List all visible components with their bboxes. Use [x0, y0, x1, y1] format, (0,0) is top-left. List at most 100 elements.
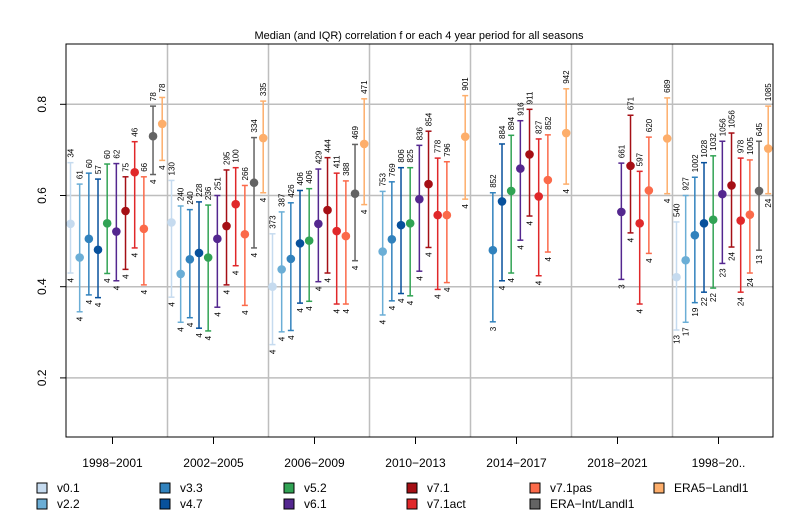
errorbar-era5landl1: 335 4 — [258, 82, 268, 202]
lower-label: 4 — [140, 289, 149, 294]
median-point — [286, 254, 296, 264]
lower-label: 4 — [379, 319, 388, 324]
errorbar-v61: 62 4 — [112, 149, 121, 290]
median-point — [249, 178, 259, 188]
upper-label: 62 — [112, 149, 121, 158]
lower-label: 4 — [507, 277, 516, 282]
lower-label: 4 — [333, 308, 342, 313]
lower-label: 22 — [709, 293, 718, 302]
median-point — [93, 245, 103, 255]
lower-label: 4 — [544, 256, 553, 261]
errorbar-v71act: 827 4 — [534, 120, 544, 285]
legend-item: v4.7 — [159, 497, 203, 511]
legend-swatch — [283, 498, 295, 510]
lower-label: 4 — [131, 252, 140, 257]
errorbar-v71act: 411 4 — [332, 155, 342, 313]
x-tick-label: 2002−2005 — [183, 456, 244, 470]
median-point — [258, 133, 268, 143]
lower-label: 23 — [718, 268, 727, 277]
lower-label: 4 — [112, 285, 121, 290]
errorbar-eraintlandl1: 645 13 — [754, 122, 764, 264]
chart-title: Median (and IQR) correlation f or each 4… — [255, 30, 584, 42]
lower-label: 4 — [149, 179, 158, 184]
lower-label: 4 — [434, 294, 443, 299]
errorbar-v71: 295 4 — [222, 151, 232, 294]
lower-label: 4 — [425, 252, 434, 257]
median-point — [561, 128, 571, 138]
x-tick-label: 2010−2013 — [385, 456, 446, 470]
legend-label: v6.1 — [304, 497, 327, 511]
lower-label: 4 — [269, 349, 278, 354]
median-point — [442, 210, 452, 220]
upper-label: 406 — [296, 172, 305, 186]
errorbar-v52: 60 4 — [102, 150, 112, 283]
upper-label: 387 — [278, 193, 287, 207]
y-tick-label: 0.2 — [35, 369, 49, 386]
lower-label: 4 — [351, 265, 360, 270]
legend-swatch — [529, 498, 541, 510]
lower-label: 4 — [287, 335, 296, 340]
lower-label: 4 — [461, 204, 470, 209]
errorbar-v52: 825 4 — [405, 149, 415, 305]
errorbar-v71pas: 620 4 — [644, 118, 654, 263]
upper-label: 426 — [287, 184, 296, 198]
upper-label: 295 — [223, 151, 232, 165]
lower-label: 4 — [195, 333, 204, 338]
median-point — [332, 226, 341, 236]
lower-label: 4 — [526, 220, 535, 225]
errorbar-v71: 911 4 — [525, 91, 535, 225]
lower-label: 24 — [737, 297, 746, 306]
lower-label: 4 — [314, 286, 323, 291]
legend-item: v7.1act — [406, 497, 466, 511]
upper-label: 57 — [94, 165, 103, 174]
lower-label: 4 — [360, 209, 369, 214]
median-point — [194, 248, 204, 258]
lower-label: 4 — [94, 302, 103, 307]
errorbar-v71act: 46 4 — [130, 127, 140, 257]
median-point — [359, 139, 369, 149]
median-point — [497, 197, 507, 206]
lower-label: 4 — [103, 278, 112, 283]
errorbar-v33: 60 4 — [84, 159, 94, 304]
median-point — [727, 181, 736, 190]
median-point — [662, 134, 672, 143]
upper-label: 100 — [232, 149, 241, 163]
lower-label: 4 — [168, 302, 177, 307]
lower-label: 4 — [645, 258, 654, 263]
errorbar-v33: 426 4 — [286, 184, 296, 340]
upper-label: 1005 — [746, 137, 755, 155]
median-point — [314, 219, 323, 229]
legend-swatch — [406, 498, 418, 510]
upper-label: 769 — [388, 163, 397, 177]
upper-label: 1056 — [718, 118, 727, 136]
median-point — [213, 234, 222, 244]
errorbar-v52: 406 4 — [304, 170, 314, 311]
median-point — [736, 216, 745, 225]
errorbar-era5landl1: 78 4 — [157, 83, 167, 170]
lower-label: 4 — [296, 308, 305, 313]
median-point — [543, 175, 553, 185]
lower-label: 17 — [682, 327, 691, 336]
median-point — [84, 234, 94, 244]
upper-label: 236 — [204, 186, 213, 200]
legend-swatch — [36, 482, 48, 494]
median-point — [378, 247, 387, 256]
median-point — [75, 253, 84, 262]
legend-item: ERA−Int/Landl1 — [529, 497, 635, 511]
errorbar-v61: 661 3 — [617, 144, 626, 289]
lower-label: 4 — [76, 316, 85, 321]
upper-label: 540 — [673, 203, 682, 217]
upper-label: 852 — [544, 116, 553, 130]
median-point — [176, 269, 185, 279]
lower-label: 4 — [122, 274, 131, 279]
y-axis: 0.2 0.4 0.6 0.8 — [35, 96, 66, 386]
upper-label: 61 — [76, 170, 85, 179]
errorbar-era5landl1: 901 4 — [460, 77, 470, 209]
errorbar-v61: 251 4 — [213, 177, 222, 317]
legend-label: v4.7 — [180, 497, 203, 511]
median-point — [323, 205, 332, 215]
upper-label: 901 — [461, 77, 470, 91]
lower-label: 19 — [691, 307, 700, 316]
x-tick-label: 2006−2009 — [284, 456, 345, 470]
